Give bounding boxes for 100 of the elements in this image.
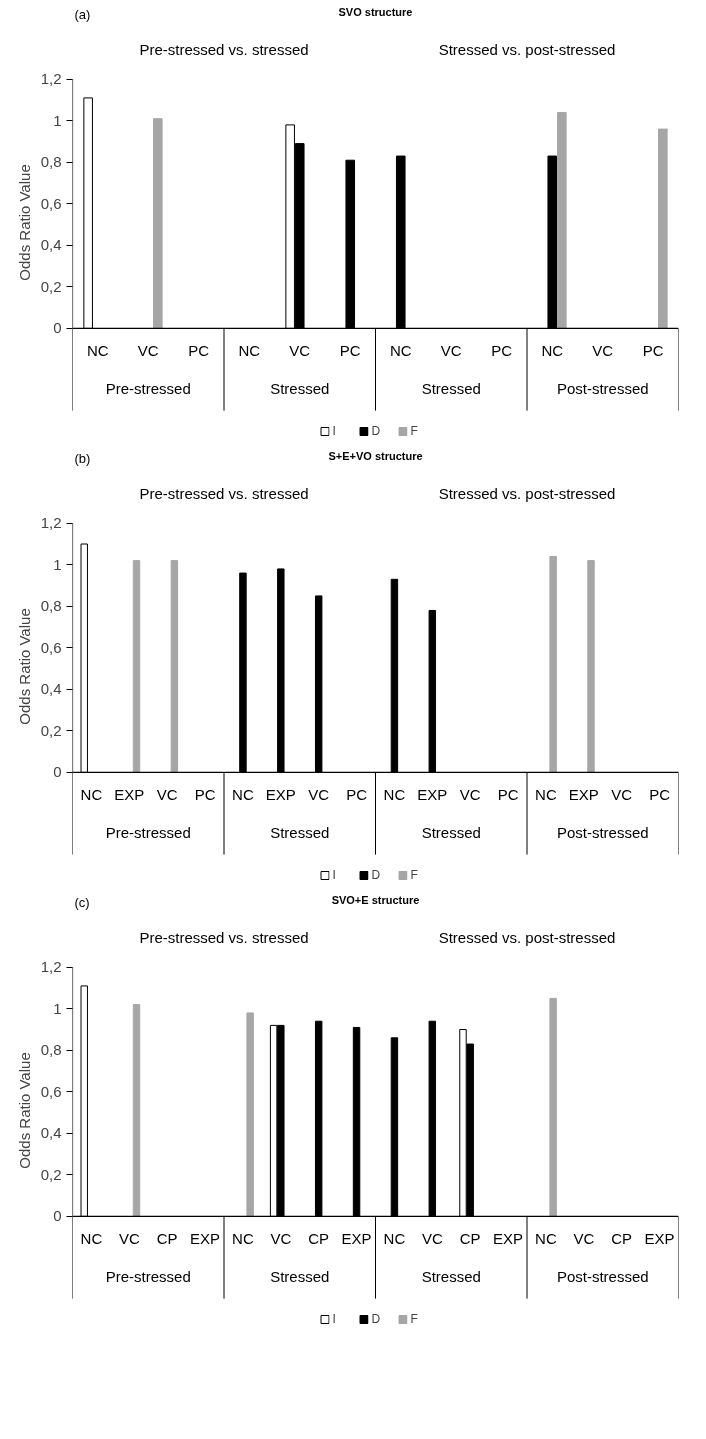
text: (b) <box>74 450 91 466</box>
x-tick-label: PC <box>497 786 519 804</box>
y-tick-label: 1 <box>53 555 62 573</box>
text: Post-stressed <box>556 1267 649 1285</box>
bar <box>549 997 557 1217</box>
text: Pre-stressed vs. stressed <box>139 928 309 946</box>
x-tick-label: NC <box>383 1230 406 1248</box>
y-tick-label: 0,4 <box>40 680 62 698</box>
y-tick-label: 0,6 <box>40 194 62 212</box>
x-tick-label: NC <box>389 342 412 360</box>
x-tick-label: VC <box>137 342 159 360</box>
x-tick-label: EXP <box>190 1230 221 1248</box>
x-tick-label: EXP <box>341 1230 372 1248</box>
x-tick-label: EXP <box>417 786 448 804</box>
x-tick-label: NC <box>383 786 406 804</box>
text: Stressed <box>421 379 481 397</box>
y-tick-label: 0,4 <box>40 1124 62 1142</box>
x-tick-label: CP <box>611 1230 633 1248</box>
x-tick-label: NC <box>232 1230 254 1248</box>
x-tick-label: CP <box>156 1230 178 1248</box>
x-tick-label: NC <box>541 342 564 360</box>
bar <box>587 560 595 773</box>
x-tick-label: VC <box>289 342 311 360</box>
legend-label: D <box>371 1312 382 1326</box>
x-tick-label: VC <box>270 1230 292 1248</box>
legend-label: I <box>332 1312 337 1326</box>
chart-title: SVO structure <box>338 5 413 18</box>
x-tick-label: EXP <box>265 786 296 804</box>
x-tick-label: NC <box>535 1230 557 1248</box>
bar <box>658 128 668 329</box>
text: Stressed vs. post-stressed <box>438 484 616 502</box>
text: (a) <box>74 6 91 22</box>
y-tick-label: 0,4 <box>40 236 62 254</box>
x-tick-label: VC <box>611 786 633 804</box>
chart-title: S+E+VO structure <box>328 449 423 462</box>
legend-label: F <box>410 424 419 438</box>
y-tick-label: 0 <box>53 319 62 337</box>
y-tick-label: 0,8 <box>40 153 62 171</box>
bar <box>153 118 163 329</box>
text: (c) <box>74 894 90 910</box>
bar <box>549 555 557 773</box>
text: Pre-stressed <box>105 379 191 397</box>
x-tick-label: PC <box>194 786 216 804</box>
y-tick-label: 1,2 <box>40 514 62 532</box>
text: Stressed <box>270 1267 330 1285</box>
legend-label: F <box>410 868 419 882</box>
text: Post-stressed <box>556 379 649 397</box>
text: Pre-stressed vs. stressed <box>139 40 309 58</box>
x-tick-label: VC <box>308 786 330 804</box>
x-tick-label: EXP <box>114 786 145 804</box>
x-tick-label: PC <box>339 342 361 360</box>
text: Stressed <box>421 1267 481 1285</box>
text: Stressed <box>421 823 481 841</box>
x-tick-label: CP <box>459 1230 481 1248</box>
bar <box>557 111 567 329</box>
y-tick-label: 0,8 <box>40 597 62 615</box>
x-tick-label: VC <box>421 1230 443 1248</box>
text: Stressed vs. post-stressed <box>438 928 616 946</box>
chart-title: SVO+E structure <box>331 893 420 906</box>
y-tick-label: 0,8 <box>40 1041 62 1059</box>
x-tick-label: VC <box>156 786 178 804</box>
legend-label: D <box>371 868 382 882</box>
legend-label: D <box>371 424 382 438</box>
text: Pre-stressed <box>105 823 191 841</box>
text: Stressed vs. post-stressed <box>438 40 616 58</box>
x-tick-label: NC <box>80 786 103 804</box>
bar <box>170 560 179 773</box>
x-tick-label: VC <box>592 342 614 360</box>
legend-label: I <box>332 868 337 882</box>
y-tick-label: 0,2 <box>40 277 62 295</box>
x-tick-label: PC <box>642 342 664 360</box>
y-tick-label: 1,2 <box>40 958 62 976</box>
x-tick-label: VC <box>118 1230 140 1248</box>
x-tick-label: NC <box>535 786 557 804</box>
x-tick-label: PC <box>346 786 368 804</box>
y-tick-label: 1,2 <box>40 70 62 88</box>
x-tick-label: PC <box>188 342 210 360</box>
y-tick-label: 0,6 <box>40 1082 62 1100</box>
x-tick-label: PC <box>491 342 513 360</box>
x-tick-label: NC <box>232 786 254 804</box>
y-tick-label: 0,6 <box>40 638 62 656</box>
y-axis-title: Odds Ratio Value <box>15 1052 33 1169</box>
x-tick-label: EXP <box>493 1230 524 1248</box>
y-tick-label: 0,2 <box>40 1165 62 1183</box>
bar <box>246 1012 254 1217</box>
x-tick-label: VC <box>459 786 481 804</box>
text: Pre-stressed vs. stressed <box>139 484 309 502</box>
y-tick-label: 1 <box>53 999 62 1017</box>
y-tick-label: 0 <box>53 763 62 781</box>
x-tick-label: NC <box>86 342 109 360</box>
x-tick-label: VC <box>440 342 462 360</box>
text: Stressed <box>270 823 330 841</box>
x-tick-label: PC <box>649 786 671 804</box>
y-tick-label: 1 <box>53 111 62 129</box>
y-axis-title: Odds Ratio Value <box>15 164 33 281</box>
text: Stressed <box>270 379 330 397</box>
legend-label: F <box>410 1312 419 1326</box>
x-tick-label: NC <box>80 1230 103 1248</box>
text: Post-stressed <box>556 823 649 841</box>
y-tick-label: 0 <box>53 1207 62 1225</box>
